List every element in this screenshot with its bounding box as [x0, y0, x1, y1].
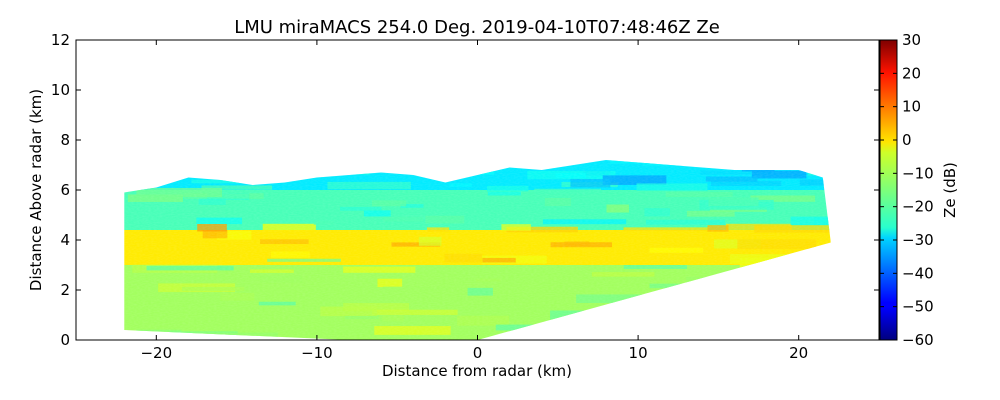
colorbar-ticks: 30 20 10 0 −10 −20 −30 −40 −50 −60	[880, 31, 934, 349]
colorbar-tick-label: 20	[902, 64, 921, 82]
colorbar-tick-label: −20	[902, 198, 934, 216]
colorbar-label: Ze (dB)	[941, 162, 959, 218]
colorbar-tick-label: −50	[902, 298, 934, 316]
x-tick-label: 20	[789, 344, 808, 362]
chart-title: LMU miraMACS 254.0 Deg. 2019-04-10T07:48…	[234, 17, 720, 38]
y-axis-ticks: 0 2 4 6 8 10 12	[51, 31, 879, 349]
x-tick-label: 0	[473, 344, 483, 362]
y-tick-label: 10	[51, 81, 70, 99]
colorbar-tick-label: 0	[902, 131, 912, 149]
x-axis-ticks: −20 −10 0 10 20	[140, 40, 808, 362]
y-tick-label: 12	[51, 31, 70, 49]
colorbar-tick-label: 10	[902, 98, 921, 116]
colorbar-tick-label: 30	[902, 31, 921, 49]
x-tick-label: −20	[140, 344, 172, 362]
colorbar: 30 20 10 0 −10 −20 −30 −40 −50 −60 Ze (dB)	[879, 31, 959, 349]
colorbar-gradient	[879, 39, 898, 341]
colorbar-tick-label: −30	[902, 231, 934, 249]
x-tick-label: 10	[629, 344, 648, 362]
y-tick-label: 0	[60, 331, 70, 349]
y-tick-label: 2	[60, 281, 70, 299]
colorbar-tick-label: −60	[902, 331, 934, 349]
y-tick-label: 6	[60, 181, 70, 199]
y-axis-label: Distance Above radar (km)	[27, 89, 45, 291]
colorbar-tick-label: −10	[902, 164, 934, 182]
colorbar-tick-label: −40	[902, 264, 934, 282]
x-tick-label: −10	[301, 344, 333, 362]
y-tick-label: 4	[60, 231, 70, 249]
plot-area: −20 −10 0 10 20 0 2 4 6 8 10 12	[51, 31, 880, 362]
x-axis-label: Distance from radar (km)	[382, 362, 572, 380]
y-tick-label: 8	[60, 131, 70, 149]
